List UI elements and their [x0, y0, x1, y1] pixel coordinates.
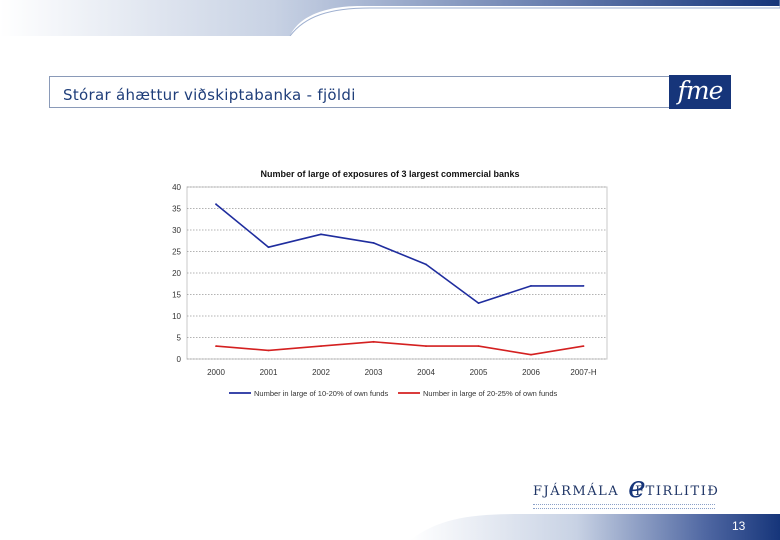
- data-point: [530, 285, 532, 287]
- data-point: [320, 345, 322, 347]
- data-point: [425, 345, 427, 347]
- legend-label-1: Number in large of 10-20% of own funds: [254, 389, 388, 398]
- legend-label-2: Number in large of 20-25% of own funds: [423, 389, 557, 398]
- data-point: [372, 340, 375, 343]
- data-point: [582, 345, 585, 347]
- x-tick-label: 2002: [312, 368, 330, 377]
- series-line-1: [215, 203, 584, 304]
- fme-footer-logo: FJÁRMÁLA FTIRLITIÐ e: [533, 470, 723, 510]
- x-tick-label: 2001: [260, 368, 278, 377]
- y-tick-label: 40: [172, 183, 181, 192]
- y-tick-label: 0: [177, 355, 182, 364]
- data-point: [425, 263, 427, 266]
- x-tick-label: 2006: [522, 368, 540, 377]
- fme-logo: fme: [669, 75, 731, 109]
- title-box: Stórar áhættur viðskiptabanka - fjöldi: [49, 76, 730, 108]
- x-tick-label: 2004: [417, 368, 435, 377]
- data-point: [582, 285, 585, 287]
- data-point: [267, 349, 270, 352]
- footer-wave-band: [410, 514, 780, 540]
- chart: Number of large of exposures of 3 larges…: [172, 169, 608, 398]
- page-number: 13: [732, 519, 746, 533]
- data-point: [267, 246, 270, 249]
- x-tick-label: 2005: [470, 368, 488, 377]
- header-wave-band: [0, 0, 780, 36]
- data-point: [372, 242, 375, 244]
- y-tick-label: 15: [172, 291, 181, 300]
- y-tick-label: 25: [172, 248, 181, 257]
- x-tick-label: 2007-H: [570, 368, 596, 377]
- data-point: [530, 353, 532, 356]
- chart-title: Number of large of exposures of 3 larges…: [260, 169, 519, 179]
- series-line-2: [215, 340, 584, 356]
- data-point: [477, 302, 480, 304]
- y-tick-label: 30: [172, 226, 181, 235]
- data-point: [215, 203, 217, 206]
- footer-logo-rule: [533, 504, 715, 509]
- footer-logo-wordmark: FJÁRMÁLA FTIRLITIÐ: [533, 484, 720, 499]
- footer-logo-e-glyph: e: [628, 470, 646, 505]
- x-tick-label: 2000: [207, 368, 225, 377]
- data-point: [320, 233, 322, 236]
- y-tick-label: 10: [172, 312, 181, 321]
- y-tick-label: 35: [172, 205, 181, 214]
- slide-title: Stórar áhættur viðskiptabanka - fjöldi: [63, 86, 356, 104]
- y-tick-label: 5: [177, 334, 182, 343]
- x-tick-label: 2003: [365, 368, 383, 377]
- data-point: [215, 345, 217, 347]
- data-point: [477, 345, 480, 347]
- y-tick-label: 20: [172, 269, 181, 278]
